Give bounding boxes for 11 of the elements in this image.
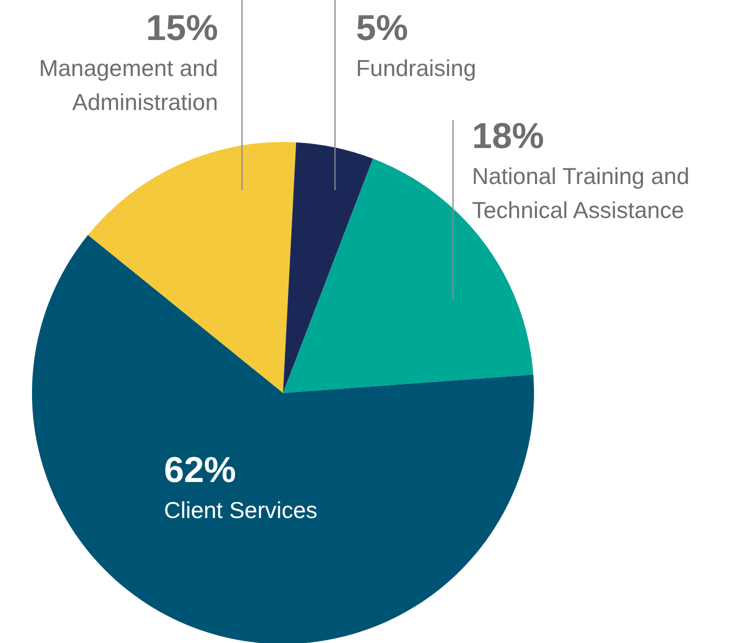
slice-label: Fundraising	[356, 55, 476, 81]
data-label: 18%	[472, 115, 544, 156]
pie-slice	[88, 142, 296, 393]
data-label: 5%	[356, 7, 408, 48]
slice-label: Management and Administration	[38, 55, 218, 115]
pie-slice	[32, 235, 534, 643]
pie-slice	[283, 142, 373, 393]
slice-label: National Training and Technical Assistance	[472, 163, 690, 223]
data-label: 15%	[146, 7, 218, 48]
data-label: 62%	[164, 449, 236, 490]
slice-label: Client Services	[164, 497, 318, 523]
